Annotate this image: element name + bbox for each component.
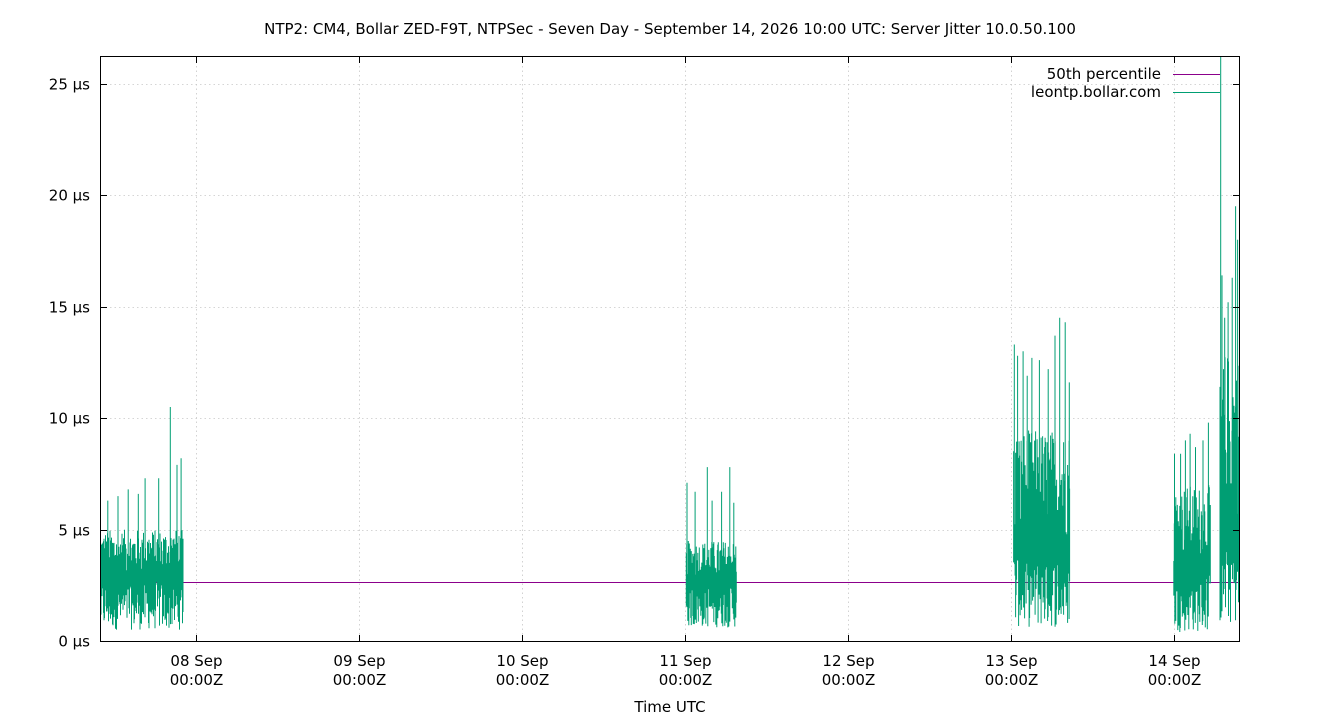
x-tick-date: 09 Sep — [333, 652, 385, 670]
y-tick-label: 25 µs — [49, 76, 90, 94]
x-tick-date: 10 Sep — [496, 652, 548, 670]
x-tick-date: 12 Sep — [822, 652, 874, 670]
y-tick-label: 10 µs — [49, 410, 90, 428]
plot-frame — [100, 56, 1240, 642]
y-tick-label: 20 µs — [49, 187, 90, 205]
x-tick-date: 08 Sep — [170, 652, 222, 670]
x-tick-time: 00:00Z — [1148, 671, 1202, 689]
x-tick-time: 00:00Z — [985, 671, 1039, 689]
x-tick-date: 13 Sep — [985, 652, 1037, 670]
legend-label: leontp.bollar.com — [1031, 83, 1161, 101]
x-tick-time: 00:00Z — [822, 671, 876, 689]
series-segment-leontp — [1013, 317, 1071, 627]
series-segment-leontp — [1219, 57, 1240, 622]
y-tick-label: 5 µs — [58, 522, 90, 540]
y-tick-label: 0 µs — [58, 633, 90, 651]
x-tick-time: 00:00Z — [170, 671, 224, 689]
x-tick-time: 00:00Z — [659, 671, 713, 689]
y-tick-label: 15 µs — [49, 299, 90, 317]
chart-title: NTP2: CM4, Bollar ZED-F9T, NTPSec - Seve… — [264, 20, 1076, 38]
x-tick-date: 11 Sep — [659, 652, 711, 670]
series-segment-leontp — [685, 467, 737, 628]
plot-area — [100, 57, 1240, 632]
x-axis-label: Time UTC — [633, 698, 705, 716]
x-tick-date: 14 Sep — [1148, 652, 1200, 670]
series-segment-leontp — [1173, 422, 1211, 632]
x-tick-time: 00:00Z — [333, 671, 387, 689]
series-segment-leontp — [100, 407, 184, 630]
x-tick-time: 00:00Z — [496, 671, 550, 689]
legend-label: 50th percentile — [1047, 65, 1161, 83]
